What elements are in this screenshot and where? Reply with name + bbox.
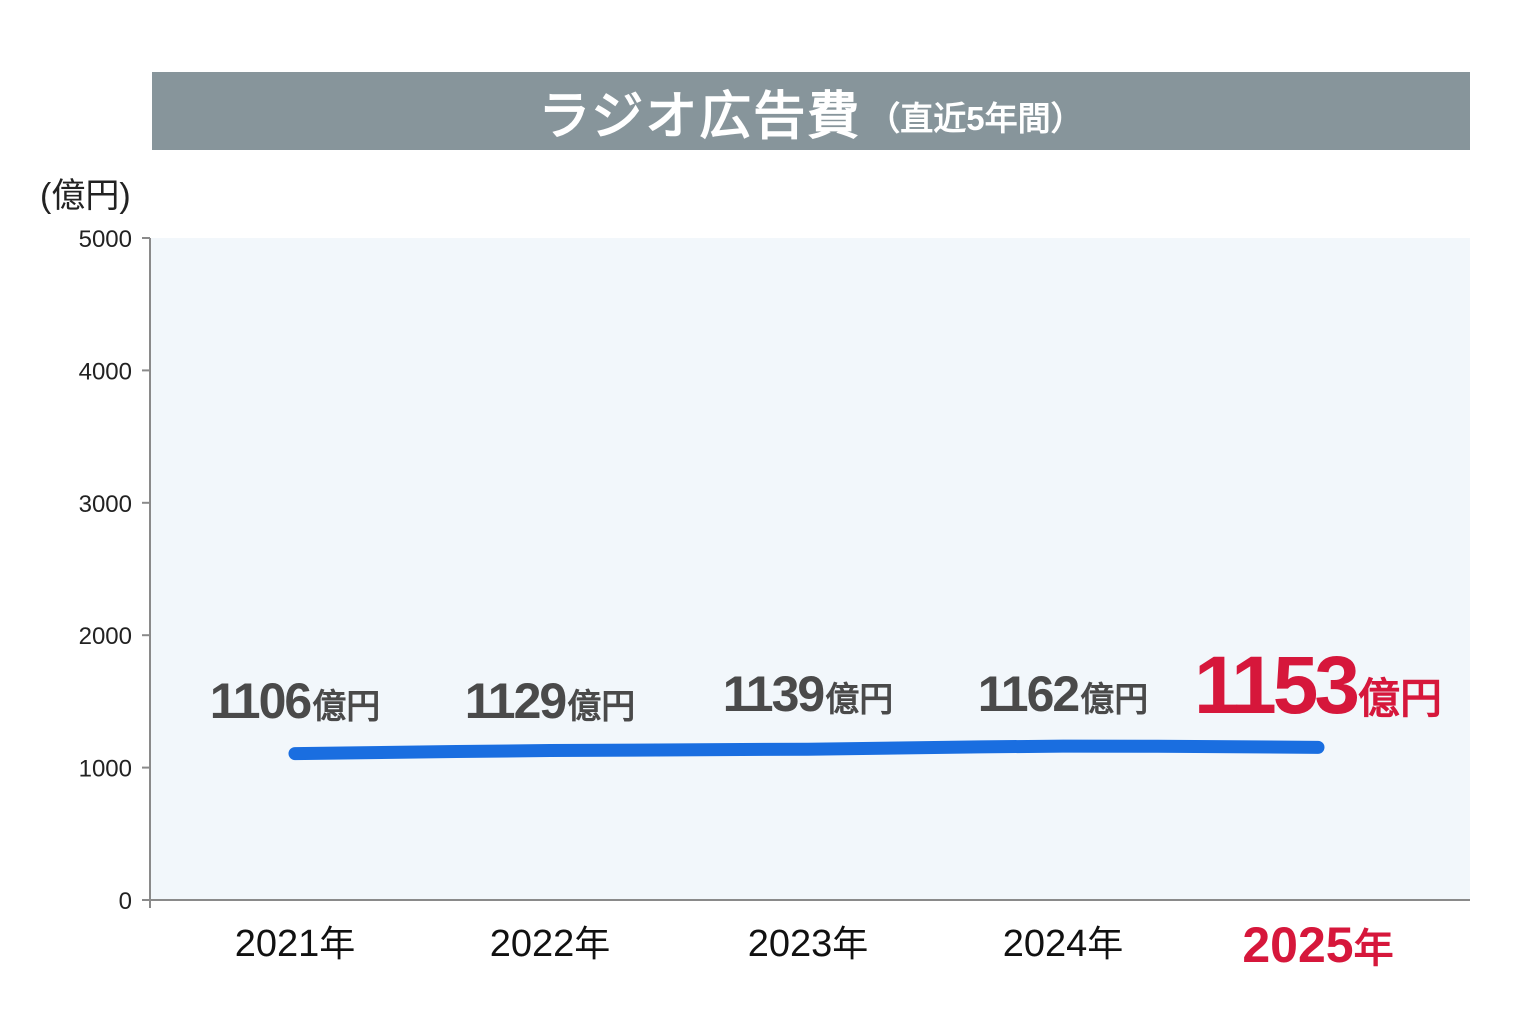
data-label-value: 1162 xyxy=(978,666,1079,722)
data-label-value: 1153 xyxy=(1194,640,1357,731)
data-label-unit: 億円 xyxy=(312,688,380,726)
x-tick-suffix: 年 xyxy=(574,923,610,964)
y-tick-label: 3000 xyxy=(79,491,132,518)
y-tick-label: 2000 xyxy=(79,623,132,650)
data-labels: 1106億円 1129億円 1139億円 1162億円 1153億円 xyxy=(210,640,1442,731)
x-tick-label: 2023年 xyxy=(748,923,869,965)
data-label-value: 1106 xyxy=(210,673,311,729)
data-label-value: 1139 xyxy=(723,666,824,722)
x-axis-labels: 2021年 2022年 2023年 2024年 2025年 xyxy=(235,917,1394,973)
y-tick-label: 4000 xyxy=(79,358,132,385)
y-tick-label: 0 xyxy=(119,888,132,915)
chart-title: ラジオ広告費 xyxy=(538,87,862,146)
y-axis-unit-label: (億円) xyxy=(40,177,131,215)
data-label: 1106億円 xyxy=(210,673,380,729)
data-label-unit: 億円 xyxy=(825,681,893,719)
x-tick-suffix: 年 xyxy=(1087,923,1123,964)
x-tick-year: 2024 xyxy=(1003,923,1088,965)
data-label-unit: 億円 xyxy=(1358,675,1442,722)
axes xyxy=(149,238,1470,908)
chart-title-banner: ラジオ広告費 （直近5年間） xyxy=(152,72,1470,150)
data-label: 1129億円 xyxy=(465,673,635,729)
data-label: 1139億円 xyxy=(723,666,893,722)
y-axis-ticks: 0 1000 2000 3000 4000 5000 xyxy=(79,226,150,915)
x-tick-year: 2023 xyxy=(748,923,833,965)
series-line xyxy=(288,739,1325,761)
x-tick-year: 2025 xyxy=(1242,917,1353,973)
data-label-highlight: 1153億円 xyxy=(1194,640,1442,731)
x-tick-suffix: 年 xyxy=(832,923,868,964)
x-tick-year: 2022 xyxy=(490,923,575,965)
x-tick-year: 2021 xyxy=(235,923,320,965)
y-tick-label: 1000 xyxy=(79,756,132,783)
data-label-unit: 億円 xyxy=(567,688,635,726)
x-tick-label: 2024年 xyxy=(1003,923,1124,965)
data-label-value: 1129 xyxy=(465,673,566,729)
data-label: 1162億円 xyxy=(978,666,1148,722)
x-tick-suffix: 年 xyxy=(1354,927,1394,971)
y-tick-label: 5000 xyxy=(79,226,132,253)
x-tick-label: 2021年 xyxy=(235,923,356,965)
x-tick-label: 2022年 xyxy=(490,923,611,965)
data-label-unit: 億円 xyxy=(1080,681,1148,719)
x-tick-suffix: 年 xyxy=(319,923,355,964)
x-tick-label-highlight: 2025年 xyxy=(1242,917,1393,973)
chart-subtitle: （直近5年間） xyxy=(867,100,1084,137)
plot-area xyxy=(150,238,1470,900)
